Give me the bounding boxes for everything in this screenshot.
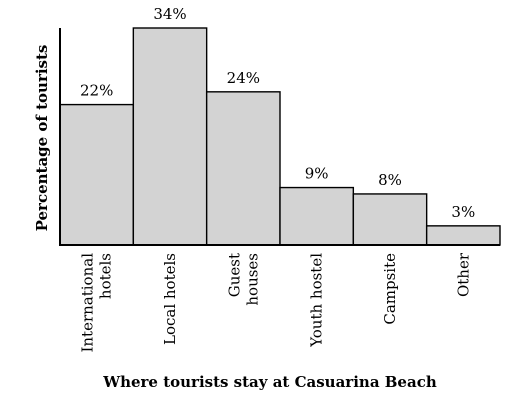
category-tick-label: Youth hostel [308,253,326,348]
bar [352,193,428,246]
bar-value-label: 22% [80,82,113,100]
category-labels-layer: International hotels Local hotels Guest hous… [79,252,473,352]
bars-layer [59,27,501,246]
category-tick-label: Guest [225,253,243,297]
category-tick-label: hotels [97,253,115,299]
bar-value-label: 24% [227,69,260,87]
bar-value-label: 34% [153,5,186,23]
bar [205,91,281,246]
bar [279,186,355,246]
bar [132,27,208,246]
category-tick-label: Other [454,252,472,297]
category-tick-label: Campsite [381,253,399,325]
bar [425,225,501,246]
y-axis-title: Percentage of tourists [33,45,51,232]
category-tick-label: International [79,253,97,353]
axes [59,28,500,246]
value-labels-layer: 22% 34% 24% 9% 8% 3% [80,5,475,221]
x-axis-title: Where tourists stay at Casuarina Beach [102,373,437,391]
bar-value-label: 3% [451,203,475,221]
bar [59,103,135,246]
category-tick-label: houses [243,253,261,306]
bar-value-label: 9% [305,165,329,183]
category-tick-label: Local hotels [161,253,179,345]
bar-value-label: 8% [378,171,402,189]
